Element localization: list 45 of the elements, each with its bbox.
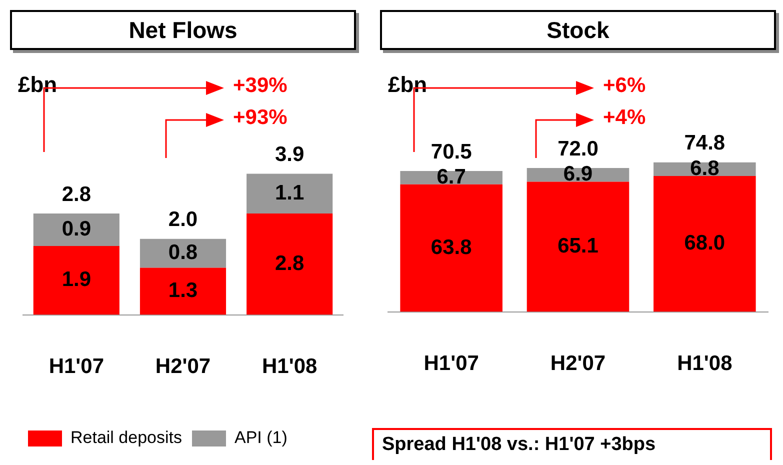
data-label: 0.8 xyxy=(168,241,198,264)
data-label: 1.9 xyxy=(62,268,92,292)
x-tick-label: H1'07 xyxy=(424,352,479,376)
y-axis-title: £bn xyxy=(388,72,428,98)
x-tick-label: H1'07 xyxy=(48,355,104,378)
data-label: 6.7 xyxy=(436,165,466,188)
bar xyxy=(526,182,630,312)
total-label: 3.9 xyxy=(274,143,304,166)
total-label: 2.0 xyxy=(168,208,198,232)
bar xyxy=(246,214,333,315)
data-label: 0.9 xyxy=(62,218,92,241)
text: +39% xyxy=(233,74,288,98)
total-label: 74.8 xyxy=(684,132,726,155)
legend-label: API (1) xyxy=(234,428,288,448)
text: +4% xyxy=(603,106,646,130)
text: +6% xyxy=(603,74,646,98)
data-label: 1.1 xyxy=(274,181,304,204)
data-label: 63.8 xyxy=(430,236,472,259)
chart-title: Stock xyxy=(546,16,610,44)
data-label: 65.1 xyxy=(558,234,599,258)
data-label: 2.8 xyxy=(274,252,304,275)
bar xyxy=(140,268,226,315)
text: +93% xyxy=(233,106,288,130)
x-tick-label: H1'08 xyxy=(677,352,733,376)
data-label: 6.8 xyxy=(690,156,720,180)
bar xyxy=(400,170,502,184)
bar xyxy=(33,246,120,315)
total-label: 70.5 xyxy=(430,140,472,164)
text: Spread H1'08 vs.: H1'07 +3bps xyxy=(372,428,772,460)
total-label: 72.0 xyxy=(558,137,598,160)
bar xyxy=(654,176,756,312)
data-label: 68.0 xyxy=(684,232,726,255)
bar xyxy=(246,174,333,214)
x-tick-label: H1'08 xyxy=(262,355,318,378)
bar xyxy=(400,184,502,312)
y-axis-title: £bn xyxy=(18,72,58,98)
bar xyxy=(140,238,226,268)
data-label: 6.9 xyxy=(563,162,593,186)
total-label: 2.8 xyxy=(62,182,92,206)
x-tick-label: H2'07 xyxy=(155,355,211,378)
bar xyxy=(33,214,120,246)
chart-title: Net Flows xyxy=(128,16,238,44)
x-tick-label: H2'07 xyxy=(550,352,606,376)
data-label: 1.3 xyxy=(168,279,198,302)
legend-label: Retail deposits xyxy=(70,428,182,448)
